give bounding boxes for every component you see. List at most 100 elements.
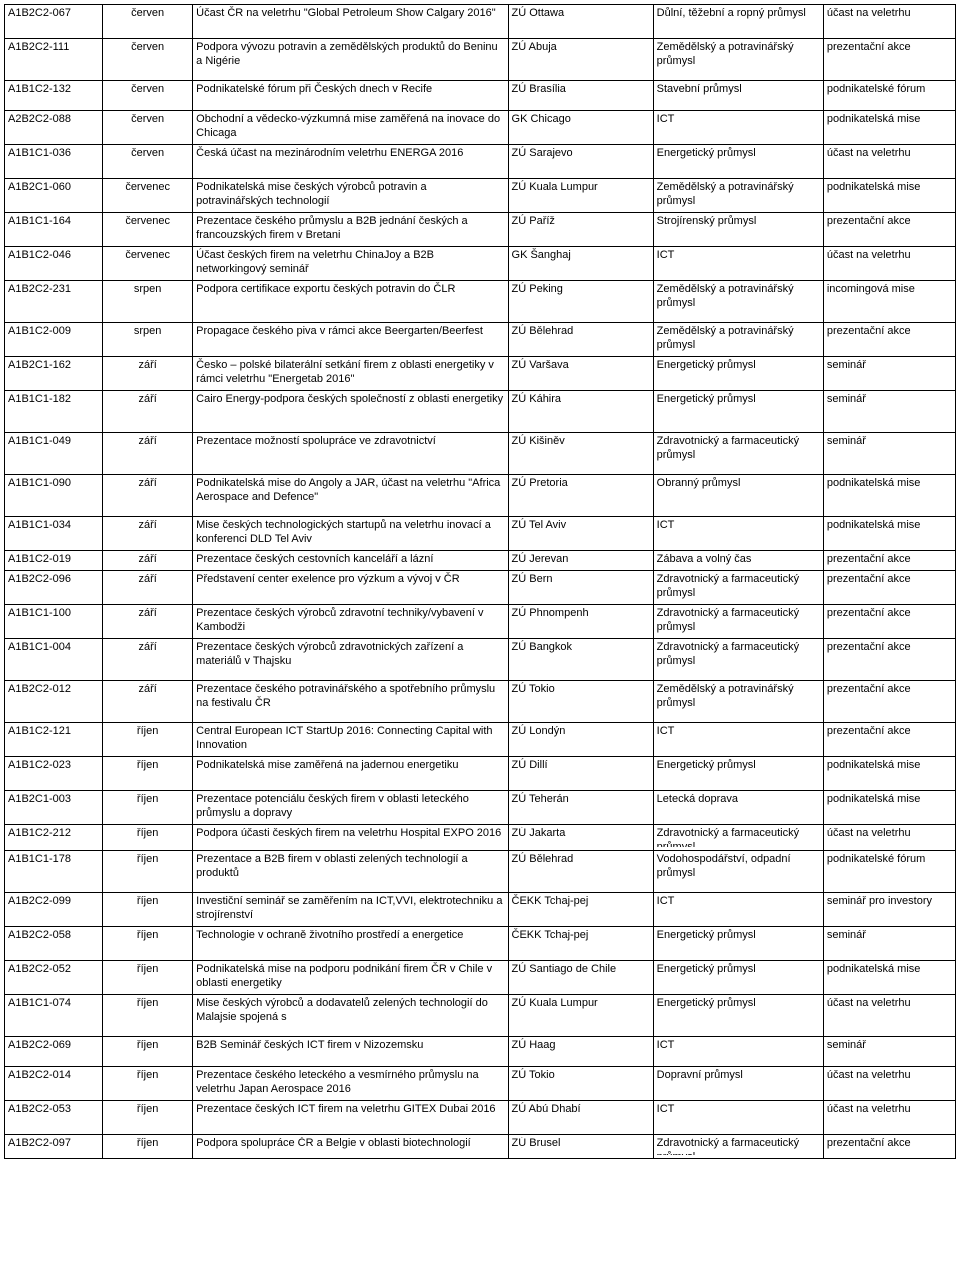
table-row: A1B1C1-100záříPrezentace českých výrobců… <box>5 605 956 639</box>
table-cell: ZÚ Haag <box>508 1037 653 1067</box>
table-cell: podnikatelská mise <box>823 757 955 791</box>
table-cell: Zemědělský a potravinářský průmysl <box>653 323 823 357</box>
table-cell: říjen <box>103 995 193 1037</box>
table-row: A1B2C2-231srpenPodpora certifikace expor… <box>5 281 956 323</box>
table-cell: září <box>103 681 193 723</box>
table-cell: ICT <box>653 1037 823 1067</box>
table-cell: Zdravotnický a farmaceutický průmysl <box>653 639 823 681</box>
table-cell: podnikatelské fórum <box>823 81 955 111</box>
table-cell: ZÚ Kišiněv <box>508 433 653 475</box>
table-cell: účast na veletrhu <box>823 247 955 281</box>
table-cell: ZÚ Tokio <box>508 1067 653 1101</box>
table-cell: ZÚ Dillí <box>508 757 653 791</box>
table-cell: podnikatelská mise <box>823 791 955 825</box>
table-cell: říjen <box>103 927 193 961</box>
table-cell: Zdravotnický a farmaceutický průmysl <box>653 571 823 605</box>
table-cell: ZÚ Paříž <box>508 213 653 247</box>
table-row: A1B1C1-182záříCairo Energy-podpora český… <box>5 391 956 433</box>
table-cell: Prezentace českých výrobců zdravotní tec… <box>193 605 508 639</box>
table-cell: ICT <box>653 893 823 927</box>
table-cell: A1B1C1-164 <box>5 213 103 247</box>
table-row: A1B1C1-004záříPrezentace českých výrobců… <box>5 639 956 681</box>
table-cell: A1B2C2-014 <box>5 1067 103 1101</box>
table-cell: A1B1C1-034 <box>5 517 103 551</box>
table-cell: ČEKK Tchaj-pej <box>508 927 653 961</box>
table-row: A1B2C1-162záříČesko – polské bilaterální… <box>5 357 956 391</box>
table-cell: prezentační akce <box>823 681 955 723</box>
table-cell: říjen <box>103 1135 193 1159</box>
table-cell: ZÚ Jakarta <box>508 825 653 851</box>
table-cell: září <box>103 571 193 605</box>
table-cell: GK Šanghaj <box>508 247 653 281</box>
table-cell: ZÚ Jerevan <box>508 551 653 571</box>
table-cell: ZÚ Kuala Lumpur <box>508 179 653 213</box>
table-row: A1B1C1-034záříMise českých technologický… <box>5 517 956 551</box>
table-cell: říjen <box>103 757 193 791</box>
table-row: A1B1C1-090záříPodnikatelská mise do Ango… <box>5 475 956 517</box>
table-cell: podnikatelská mise <box>823 517 955 551</box>
table-cell: září <box>103 391 193 433</box>
table-row: A1B2C2-111červenPodpora vývozu potravin … <box>5 39 956 81</box>
table-cell: Prezentace českého leteckého a vesmírnéh… <box>193 1067 508 1101</box>
table-cell: Zdravotnický a farmaceutický průmysl <box>653 433 823 475</box>
table-cell: prezentační akce <box>823 605 955 639</box>
table-cell: září <box>103 551 193 571</box>
table-cell: A1B2C1-060 <box>5 179 103 213</box>
table-cell: A2B2C2-088 <box>5 111 103 145</box>
table-row: A1B1C2-023říjenPodnikatelská mise zaměře… <box>5 757 956 791</box>
table-cell: ZÚ Brasília <box>508 81 653 111</box>
table-cell: podnikatelská mise <box>823 961 955 995</box>
table-cell: Podnikatelská mise na podporu podnikání … <box>193 961 508 995</box>
table-cell: ICT <box>653 723 823 757</box>
table-cell: A1B1C1-004 <box>5 639 103 681</box>
table-cell: Mise českých technologických startupů na… <box>193 517 508 551</box>
table-cell: říjen <box>103 825 193 851</box>
table-cell: Prezentace českých cestovních kanceláří … <box>193 551 508 571</box>
table-cell: Technologie v ochraně životního prostřed… <box>193 927 508 961</box>
table-cell: účast na veletrhu <box>823 995 955 1037</box>
table-cell: říjen <box>103 1037 193 1067</box>
table-cell: Dopravní průmysl <box>653 1067 823 1101</box>
table-cell: podnikatelská mise <box>823 475 955 517</box>
table-cell: ZÚ Káhira <box>508 391 653 433</box>
table-row: A1B2C1-060červenecPodnikatelská mise čes… <box>5 179 956 213</box>
table-cell: Mise českých výrobců a dodavatelů zelený… <box>193 995 508 1037</box>
table-cell: ZÚ Pretoria <box>508 475 653 517</box>
table-cell: Propagace českého piva v rámci akce Beer… <box>193 323 508 357</box>
table-cell: ZÚ Sarajevo <box>508 145 653 179</box>
table-cell: seminář <box>823 433 955 475</box>
table-cell: A1B2C2-012 <box>5 681 103 723</box>
table-cell: Prezentace českých výrobců zdravotnickýc… <box>193 639 508 681</box>
table-cell: ICT <box>653 111 823 145</box>
table-cell: A1B1C2-212 <box>5 825 103 851</box>
table-cell: prezentační akce <box>823 551 955 571</box>
table-row: A1B2C2-012záříPrezentace českého potravi… <box>5 681 956 723</box>
table-cell: ZÚ Teherán <box>508 791 653 825</box>
table-row: A1B1C1-049záříPrezentace možností spolup… <box>5 433 956 475</box>
table-cell: účast na veletrhu <box>823 145 955 179</box>
table-cell: Podpora účasti českých firem na veletrhu… <box>193 825 508 851</box>
table-cell: A1B1C2-019 <box>5 551 103 571</box>
table-cell: ZÚ Tel Aviv <box>508 517 653 551</box>
table-cell: Podpora certifikace exportu českých potr… <box>193 281 508 323</box>
table-cell: podnikatelská mise <box>823 179 955 213</box>
table-cell: A1B2C2-052 <box>5 961 103 995</box>
table-cell: ZÚ Bělehrad <box>508 851 653 893</box>
table-cell: Investiční seminář se zaměřením na ICT,V… <box>193 893 508 927</box>
table-cell: Central European ICT StartUp 2016: Conne… <box>193 723 508 757</box>
table-cell: Cairo Energy-podpora českých společností… <box>193 391 508 433</box>
table-cell: Zemědělský a potravinářský průmysl <box>653 681 823 723</box>
events-table: A1B2C2-067červenÚčast ČR na veletrhu "Gl… <box>4 4 956 1159</box>
table-cell: Důlní, těžební a ropný průmysl <box>653 5 823 39</box>
table-cell: prezentační akce <box>823 213 955 247</box>
table-cell: Energetický průmysl <box>653 995 823 1037</box>
table-cell: podnikatelské fórum <box>823 851 955 893</box>
table-cell: A1B2C2-096 <box>5 571 103 605</box>
table-row: A1B2C2-099říjenInvestiční seminář se zam… <box>5 893 956 927</box>
table-row: A1B1C2-019záříPrezentace českých cestovn… <box>5 551 956 571</box>
table-cell: GK Chicago <box>508 111 653 145</box>
table-cell: červen <box>103 81 193 111</box>
table-row: A1B1C2-212říjenPodpora účasti českých fi… <box>5 825 956 851</box>
table-cell: Prezentace a B2B firem v oblasti zelenýc… <box>193 851 508 893</box>
table-cell: incomingová mise <box>823 281 955 323</box>
